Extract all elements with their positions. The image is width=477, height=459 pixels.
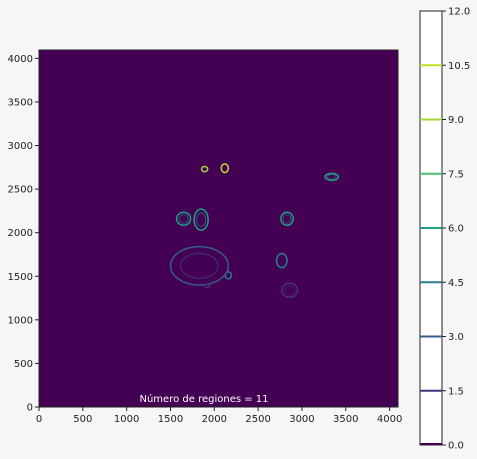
plot-frame (38, 49, 399, 408)
contour-region-5 (193, 208, 209, 231)
colorbar-tick-label: 4.5 (448, 278, 464, 289)
y-tick-label: 500 (14, 359, 33, 370)
contour-region-inner-6 (282, 214, 292, 224)
y-tick-label: 4000 (8, 54, 33, 65)
y-tick-label: 2500 (8, 185, 33, 196)
y-tick-label: 1500 (8, 272, 33, 283)
x-tick-label: 500 (73, 414, 92, 425)
x-tick-label: 1500 (158, 414, 183, 425)
y-axis: 0 500 1000 1500 2000 2500 3000 3500 4000 (8, 54, 39, 414)
region-count-annotation: Número de regiones = 11 (139, 393, 268, 405)
colorbar-tick-label: 3.0 (448, 332, 464, 343)
contour-region-inner-5 (196, 212, 207, 227)
x-tick-label: 4000 (377, 414, 402, 425)
contour-region-6 (280, 211, 294, 227)
contour-region-inner-4 (178, 214, 189, 224)
y-tick-label: 0 (27, 403, 33, 414)
plot-background (39, 50, 398, 407)
colorbar-tick-label: 1.5 (448, 386, 464, 397)
x-tick-label: 0 (36, 414, 42, 425)
contour-region-inner-9 (180, 252, 219, 279)
colorbar-tick-label: 10.5 (448, 61, 470, 72)
contour-region-4 (175, 211, 192, 227)
contour-region-1 (200, 165, 209, 173)
contour-region-3 (324, 172, 340, 182)
x-tick-label: 3500 (333, 414, 358, 425)
y-tick-label: 2000 (8, 228, 33, 239)
colorbar: 0.0 1.5 3.0 4.5 6.0 7.5 9.0 10.5 12.0 (419, 7, 470, 452)
colorbar-tick-label: 12.0 (448, 7, 470, 18)
x-tick-label: 3000 (289, 414, 314, 425)
x-tick-label: 1000 (114, 414, 139, 425)
contour-region-7 (275, 252, 288, 269)
contour-regions (169, 163, 340, 298)
x-tick-label: 2500 (245, 414, 270, 425)
contour-region-9 (169, 245, 230, 286)
x-axis: 0 500 1000 1500 2000 2500 3000 3500 4000 (36, 407, 402, 425)
contour-region-11 (204, 283, 211, 289)
x-tick-label: 2000 (202, 414, 227, 425)
y-tick-label: 3000 (8, 141, 33, 152)
colorbar-tick-label: 9.0 (448, 115, 464, 126)
contour-region-2 (220, 163, 230, 174)
contour-region-inner-3 (327, 174, 337, 180)
colorbar-tick-label: 7.5 (448, 169, 464, 180)
y-tick-label: 1000 (8, 315, 33, 326)
contour-region-inner-10 (284, 285, 296, 296)
y-tick-label: 3500 (8, 97, 33, 108)
colorbar-tick-label: 6.0 (448, 224, 464, 235)
contour-region-10 (281, 282, 299, 298)
colorbar-tick-label: 0.0 (448, 441, 464, 452)
